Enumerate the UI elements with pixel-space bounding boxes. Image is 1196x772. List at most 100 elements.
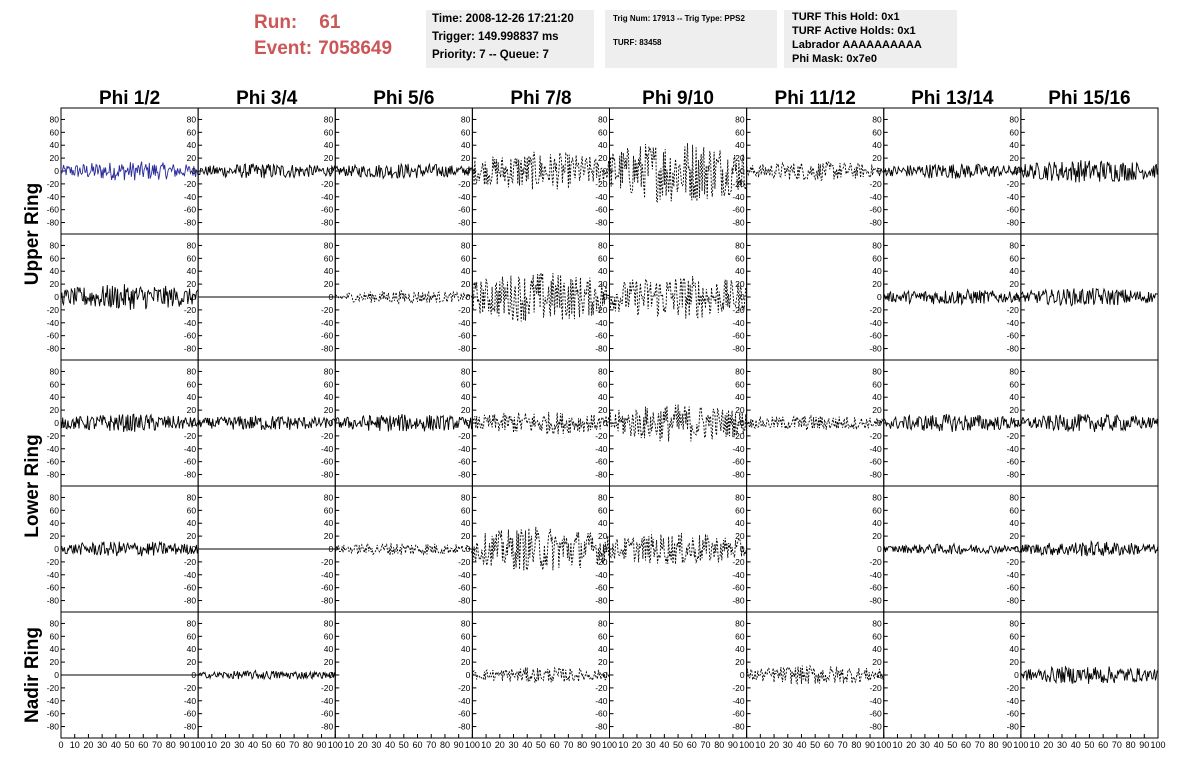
y-tick-label: 80: [50, 114, 60, 124]
y-tick-label: 80: [324, 240, 334, 250]
y-tick-label: 20: [872, 531, 882, 541]
y-tick-label: -20: [321, 179, 334, 189]
y-tick-label: 40: [187, 266, 197, 276]
y-tick-label: 20: [598, 531, 608, 541]
y-tick-label: 40: [735, 518, 745, 528]
y-tick-label: -20: [458, 683, 471, 693]
time-text: Time: 2008-12-26 17:21:20: [432, 13, 574, 25]
waveform-panel: 80 60 40 20 0 -20 -40 -60 -80: [321, 611, 473, 739]
y-tick-label: -80: [47, 218, 60, 228]
y-tick-label: -60: [47, 331, 60, 341]
y-tick-label: 40: [461, 392, 471, 402]
waveform-trace: [60, 284, 199, 310]
y-tick-label: 0: [603, 166, 608, 176]
y-tick-label: -80: [595, 722, 608, 732]
y-tick-label: -20: [1007, 305, 1020, 315]
y-tick-label: -60: [458, 205, 471, 215]
y-tick-label: 40: [50, 266, 60, 276]
y-tick-label: -60: [1007, 583, 1020, 593]
y-tick-label: -20: [184, 557, 197, 567]
y-tick-label: -60: [184, 331, 197, 341]
y-tick-label: -40: [595, 570, 608, 580]
y-tick-label: 20: [324, 405, 334, 415]
y-tick-label: 20: [461, 405, 471, 415]
y-tick-label: 60: [1009, 253, 1019, 263]
waveform-trace: [334, 289, 473, 305]
y-tick-label: 40: [735, 392, 745, 402]
y-tick-label: 40: [735, 644, 745, 654]
y-tick-label: 0: [191, 670, 196, 680]
y-tick-label: 40: [461, 266, 471, 276]
y-tick-label: -40: [458, 570, 471, 580]
y-tick-label: -60: [869, 709, 882, 719]
x-tick-label: 50: [947, 740, 957, 750]
panel-frame: [471, 233, 610, 361]
y-tick-label: 80: [187, 114, 197, 124]
y-tick-label: -60: [595, 331, 608, 341]
column-header: Phi 11/12: [775, 88, 856, 109]
panel-frame: [883, 611, 1022, 739]
x-tick-label: 60: [413, 740, 423, 750]
y-tick-label: 20: [872, 657, 882, 667]
y-tick-label: -40: [321, 570, 334, 580]
waveform-panel: 80 60 40 20 0 -20 -40 -60 -80: [732, 359, 885, 487]
ring-label: Lower Ring: [22, 434, 43, 537]
y-tick-label: 60: [187, 505, 197, 515]
panel-frame: [609, 611, 748, 739]
waveform-panel: 80 60 40 20 0 -20 -40 -60 -80: [321, 359, 473, 487]
x-tick-label: 50: [536, 740, 546, 750]
x-tick-label: 10: [892, 740, 902, 750]
waveform-panel: 80 60 40 20 0 -20 -40 -60 -80: [869, 611, 1022, 739]
y-tick-label: 20: [50, 405, 60, 415]
x-tick-label: 50: [399, 740, 409, 750]
y-tick-label: 0: [191, 292, 196, 302]
x-tick-label: 100: [602, 740, 617, 750]
y-tick-label: -60: [184, 709, 197, 719]
y-tick-label: -20: [458, 557, 471, 567]
y-tick-label: 20: [1009, 405, 1019, 415]
column-header: Phi 5/6: [373, 88, 434, 109]
x-tick-label: 60: [824, 740, 834, 750]
waveform-panel: 80 60 40 20 0 -20 -40 -60 -80: [47, 359, 199, 487]
waveform-panel: 80 60 40 20 0 -20 -40 -60 -80: [595, 233, 748, 361]
waveform-trace: [1020, 665, 1159, 685]
y-tick-label: 80: [1009, 240, 1019, 250]
y-tick-label: 40: [872, 518, 882, 528]
y-tick-label: -40: [869, 570, 882, 580]
waveform-panel: 80 60 40 20 0 -20 -40 -60 -80: [732, 233, 885, 361]
waveform-panel: 80 60 40 20 0 -20 -40 -60 -80: [1007, 611, 1159, 739]
y-tick-label: 60: [598, 253, 608, 263]
y-tick-label: 20: [735, 405, 745, 415]
x-tick-label: 40: [796, 740, 806, 750]
x-tick-label: 20: [769, 740, 779, 750]
y-tick-label: -40: [184, 570, 197, 580]
x-tick-label: 100: [739, 740, 754, 750]
y-tick-label: 20: [461, 531, 471, 541]
panel-frame: [334, 233, 473, 361]
waveform-panel: 80 60 40 20 0 -20 -40 -60 -80: [732, 107, 885, 235]
y-tick-label: -80: [869, 344, 882, 354]
y-tick-label: 20: [872, 153, 882, 163]
y-tick-label: -60: [732, 709, 745, 719]
panel-frame: [883, 359, 1022, 487]
waveform-panel: 80 60 40 20 0 -20 -40 -60 -80: [184, 611, 336, 739]
y-tick-label: 0: [877, 418, 882, 428]
y-tick-label: 20: [598, 405, 608, 415]
y-tick-label: 80: [187, 366, 197, 376]
y-tick-label: 20: [598, 657, 608, 667]
y-tick-label: 60: [187, 127, 197, 137]
waveform-trace: [471, 272, 610, 322]
y-tick-label: -80: [869, 722, 882, 732]
y-tick-label: -40: [321, 444, 334, 454]
waveform-trace: [1020, 287, 1159, 307]
y-tick-label: -40: [458, 696, 471, 706]
waveform-trace: [334, 162, 473, 180]
y-tick-label: -40: [321, 696, 334, 706]
y-tick-label: 20: [187, 531, 197, 541]
x-tick-label: 80: [440, 740, 450, 750]
y-tick-label: -60: [47, 457, 60, 467]
waveform-panel: 80 60 40 20 0 -20 -40 -60 -80: [47, 611, 199, 739]
y-tick-label: -20: [869, 179, 882, 189]
y-tick-label: -80: [732, 218, 745, 228]
x-tick-label: 20: [632, 740, 642, 750]
